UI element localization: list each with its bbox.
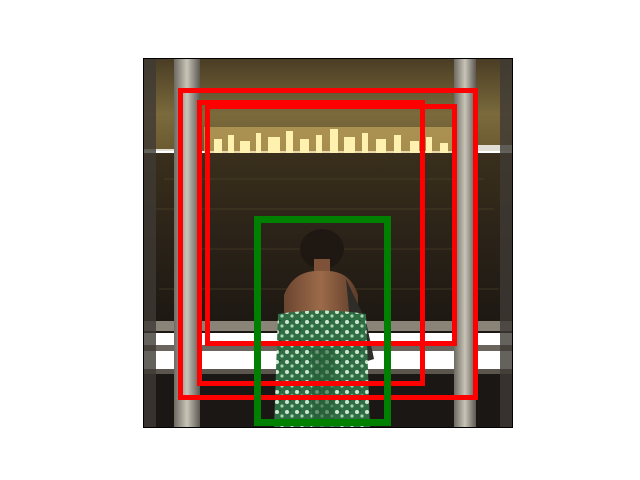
detection-box-red-inner	[205, 104, 457, 346]
detection-box-red-middle	[197, 100, 425, 386]
detection-box-red-outer	[178, 88, 478, 400]
detection-box-green	[254, 216, 391, 426]
